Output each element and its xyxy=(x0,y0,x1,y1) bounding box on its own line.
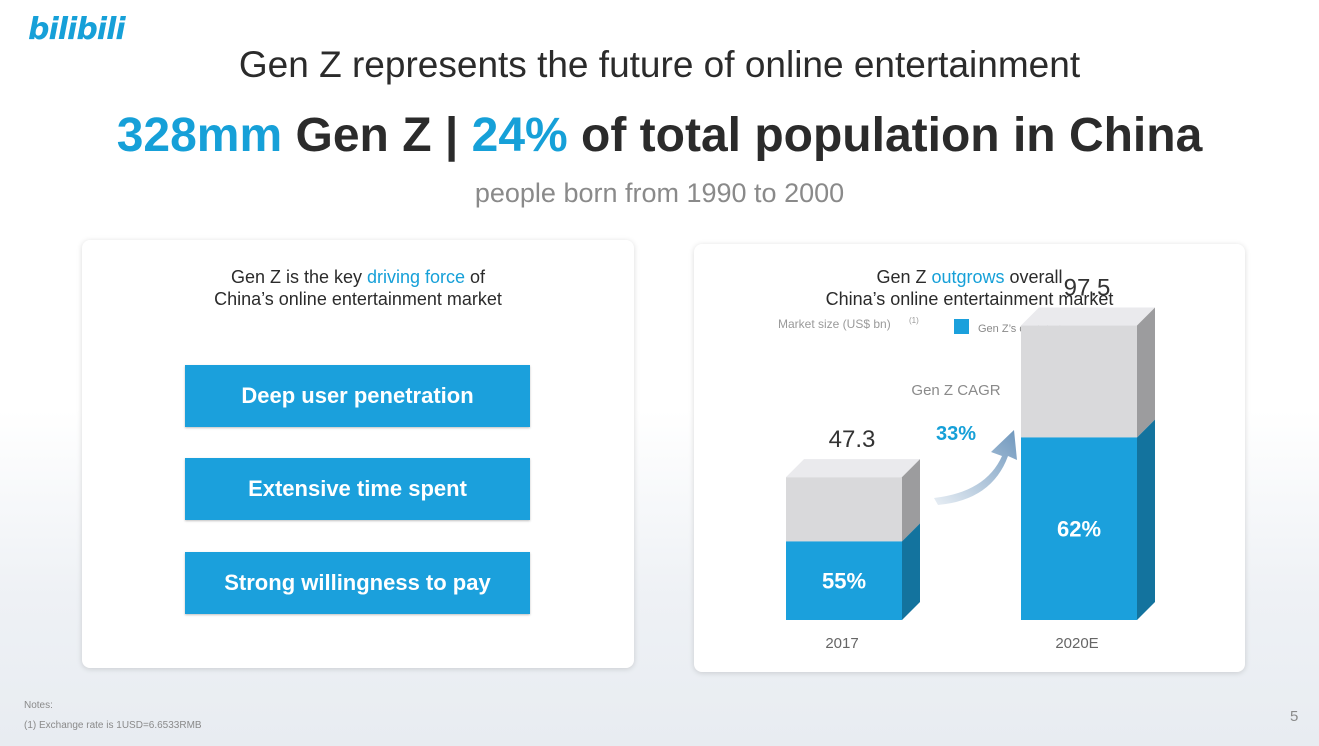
headline: 328mm Gen Z | 24% of total population in… xyxy=(0,108,1319,163)
deep-user-penetration-button[interactable]: Deep user penetration xyxy=(185,365,530,427)
total-label-2020e: 97.5 xyxy=(1064,275,1111,302)
slide-title: Gen Z represents the future of online en… xyxy=(238,44,1081,85)
legend-swatch xyxy=(954,319,969,334)
notes: Notes: (1) Exchange rate is 1USD=6.6533R… xyxy=(24,696,202,736)
bar-2017-side-genz xyxy=(902,523,920,620)
drivers-heading-post: of xyxy=(465,267,486,287)
strong-willingness-to-pay-button[interactable]: Strong willingness to pay xyxy=(185,552,530,614)
page-number: 5 xyxy=(1290,708,1299,725)
headline-text-1: Gen Z | xyxy=(282,109,472,162)
category-label-2020e: 2020E xyxy=(1055,635,1098,652)
share-label-2017: 55% xyxy=(822,569,866,594)
drivers-heading-line2: China’s online entertainment market xyxy=(214,289,502,309)
chart-heading-pre: Gen Z xyxy=(876,267,932,287)
y-axis-label: Market size (US$ bn) xyxy=(778,317,891,331)
y-axis-note: (1) xyxy=(909,316,919,325)
growth-arrow-icon xyxy=(934,430,1017,505)
share-label-2020e: 62% xyxy=(1057,517,1101,542)
bar-2017-side-rest xyxy=(902,459,920,542)
bar-2020e-rest xyxy=(1021,325,1137,438)
bar-2020e-genz xyxy=(1021,437,1137,620)
market-chart-panel: Gen Z outgrows overall China’s online en… xyxy=(694,244,1245,672)
bilibili-logo: bilibili xyxy=(28,12,126,47)
notes-label: Notes: xyxy=(24,700,53,711)
bar-2017-genz xyxy=(786,541,902,620)
cagr-label: Gen Z CAGR xyxy=(911,382,1000,399)
bar-2020e-side-genz xyxy=(1137,419,1155,620)
chart-heading: Gen Z outgrows overall China’s online en… xyxy=(694,266,1245,310)
bar-2017-top xyxy=(786,459,920,478)
drivers-heading-pre: Gen Z is the key xyxy=(230,267,367,287)
chart-heading-line2: China’s online entertainment market xyxy=(825,289,1114,309)
headline-text-2: of total population in China xyxy=(567,109,1203,162)
subtitle: people born from 1990 to 2000 xyxy=(474,178,845,208)
drivers-heading: Gen Z is the key driving force of China’… xyxy=(82,266,634,310)
chart-heading-post: overall xyxy=(1004,267,1063,287)
bar-2017-rest xyxy=(786,477,902,542)
market-size-chart: Market size (US$ bn) (1) Gen Z’s contrib… xyxy=(778,275,1155,652)
bar-2020e-side-rest xyxy=(1137,307,1155,438)
headline-genz-count: 328mm xyxy=(116,109,283,162)
bar-2020e-top xyxy=(1021,307,1155,326)
extensive-time-spent-button[interactable]: Extensive time spent xyxy=(185,458,530,520)
category-label-2017: 2017 xyxy=(825,635,858,652)
chart-heading-accent: outgrows xyxy=(931,267,1005,287)
notes-item-1: (1) Exchange rate is 1USD=6.6533RMB xyxy=(24,720,202,731)
drivers-panel: Gen Z is the key driving force of China’… xyxy=(82,240,634,668)
headline-population-share: 24% xyxy=(471,109,568,162)
total-label-2017: 47.3 xyxy=(829,426,876,453)
drivers-heading-accent: driving force xyxy=(367,267,466,287)
cagr-value: 33% xyxy=(936,423,976,445)
